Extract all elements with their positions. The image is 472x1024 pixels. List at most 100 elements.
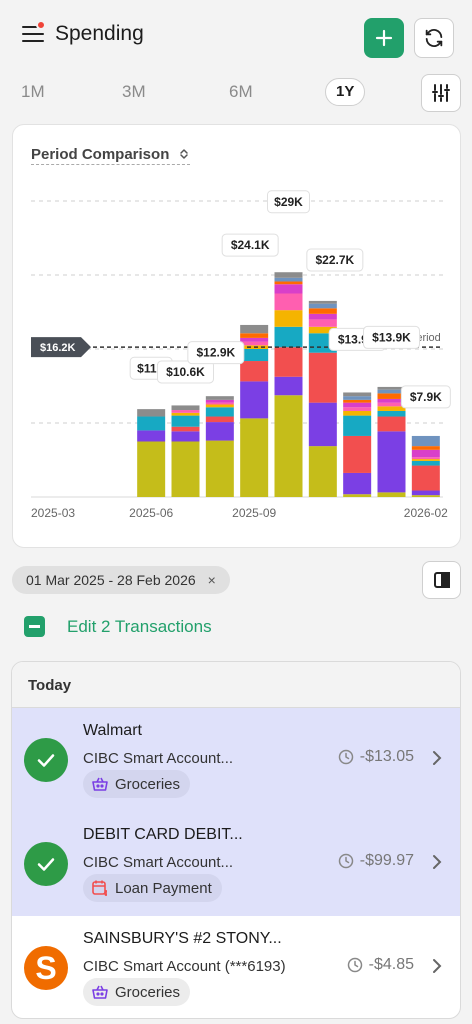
period-1m[interactable]: 1M: [21, 82, 45, 101]
bar-segment: [308, 313, 337, 320]
transaction-name: Walmart: [83, 722, 142, 739]
bar-segment: [274, 284, 303, 294]
indeterminate-checkbox[interactable]: [24, 616, 45, 637]
basket-icon: [92, 985, 108, 999]
add-transaction-button[interactable]: [364, 18, 404, 58]
category-label: Groceries: [115, 775, 181, 793]
bar-segment: [274, 326, 303, 348]
bar-segment: [137, 441, 166, 497]
bar-segment: [205, 407, 234, 417]
chevron-right-icon[interactable]: [432, 854, 442, 870]
average-tag: [31, 337, 91, 358]
selected-check-icon[interactable]: [24, 738, 68, 782]
transaction-amount: -$4.85: [347, 956, 414, 974]
chart-title[interactable]: Period Comparison: [31, 146, 190, 165]
bar-segment: [377, 393, 406, 399]
data-label: $24.1K: [231, 238, 270, 252]
sidebar-panel-icon: [433, 572, 450, 588]
bar-segment: [377, 398, 406, 403]
data-label-box: [363, 325, 420, 349]
transaction-account: CIBC Smart Account...: [83, 750, 234, 767]
bar-segment: [274, 376, 303, 396]
bar-segment: [171, 441, 200, 497]
bar-segment: [274, 293, 303, 311]
bar-segment: [411, 457, 440, 460]
sort-icon: [179, 149, 188, 159]
bar-segment: [205, 422, 234, 441]
amount-value: -$99.97: [359, 852, 414, 869]
date-range-label: 01 Mar 2025 - 28 Feb 2026: [26, 572, 196, 588]
bar-segment: [240, 418, 269, 497]
data-label: $22.7K: [315, 253, 354, 267]
bar-segment: [343, 415, 372, 436]
category-chip[interactable]: Groceries: [83, 770, 191, 798]
bar-segment: [377, 386, 406, 390]
bar-segment: [240, 341, 269, 346]
bar-segment: [377, 410, 406, 417]
toggle-sidebar-button[interactable]: [422, 561, 461, 599]
bar-segment: [205, 404, 234, 408]
merchant-logo: S: [24, 946, 68, 990]
basket-icon: [92, 777, 108, 791]
bar-segment: [411, 495, 440, 497]
chevron-right-icon[interactable]: [432, 750, 442, 766]
category-chip[interactable]: Groceries: [83, 978, 191, 1006]
filter-button[interactable]: [421, 74, 461, 112]
data-label: $10.6K: [166, 365, 205, 379]
amount-value: -$13.05: [359, 748, 414, 765]
data-label-box: [221, 233, 279, 257]
data-label-box: [187, 341, 245, 365]
bar-segment: [205, 399, 234, 403]
bar-segment: [377, 416, 406, 432]
bar-segment: [343, 396, 372, 400]
notification-dot: [36, 20, 46, 30]
refresh-button[interactable]: [414, 18, 454, 58]
transaction-row[interactable]: S SAINSBURY'S #2 STONY... CIBC Smart Acc…: [12, 916, 460, 1018]
edit-transactions-row[interactable]: Edit 2 Transactions: [24, 616, 212, 637]
chart-title-text: Period Comparison: [31, 146, 170, 163]
bar-segment: [411, 446, 440, 450]
amount-value: -$4.85: [368, 956, 414, 973]
bar-segment: [240, 333, 269, 338]
sliders-icon: [432, 84, 450, 102]
bar-segment: [274, 310, 303, 327]
bar-segment: [377, 389, 406, 394]
bar-segment: [137, 430, 166, 442]
bar-segment: [411, 465, 440, 491]
transaction-name: DEBIT CARD DEBIT...: [83, 826, 243, 843]
chevron-right-icon[interactable]: [432, 958, 442, 974]
transaction-account: CIBC Smart Account (***6193): [83, 958, 286, 975]
category-label: Loan Payment: [115, 879, 212, 897]
transaction-row[interactable]: Walmart CIBC Smart Account... Groceries …: [12, 708, 460, 812]
bar-segment: [171, 410, 200, 413]
period-6m[interactable]: 6M: [229, 82, 253, 101]
bar-segment: [411, 435, 440, 447]
refresh-icon: [425, 29, 443, 47]
data-label-box: [306, 248, 364, 272]
category-chip[interactable]: Loan Payment: [83, 874, 222, 902]
bar-segment: [377, 402, 406, 407]
clock-icon: [338, 853, 353, 869]
bar-segment: [274, 277, 303, 282]
bar-segment: [240, 337, 269, 342]
date-range-chip[interactable]: 01 Mar 2025 - 28 Feb 2026 ×: [12, 566, 230, 594]
edit-transactions-label[interactable]: Edit 2 Transactions: [67, 616, 212, 636]
data-label-box: [267, 190, 310, 214]
calendar-dollar-icon: [92, 880, 107, 896]
average-label: $16.2K: [40, 342, 76, 354]
period-1y[interactable]: 1Y: [325, 78, 366, 106]
day-header: Today: [12, 662, 460, 708]
bar-segment: [205, 416, 234, 423]
bar-segment: [343, 392, 372, 397]
period-3m[interactable]: 3M: [122, 82, 146, 101]
bar-segment: [308, 319, 337, 327]
hamburger-icon[interactable]: [22, 26, 44, 44]
bar-segment: [343, 472, 372, 495]
transaction-name: SAINSBURY'S #2 STONY...: [83, 930, 282, 947]
clear-date-range-icon[interactable]: ×: [207, 572, 216, 588]
bar-segment: [308, 446, 337, 497]
bar-segment: [240, 349, 269, 362]
transaction-row[interactable]: DEBIT CARD DEBIT... CIBC Smart Account..…: [12, 812, 460, 916]
selected-check-icon[interactable]: [24, 842, 68, 886]
